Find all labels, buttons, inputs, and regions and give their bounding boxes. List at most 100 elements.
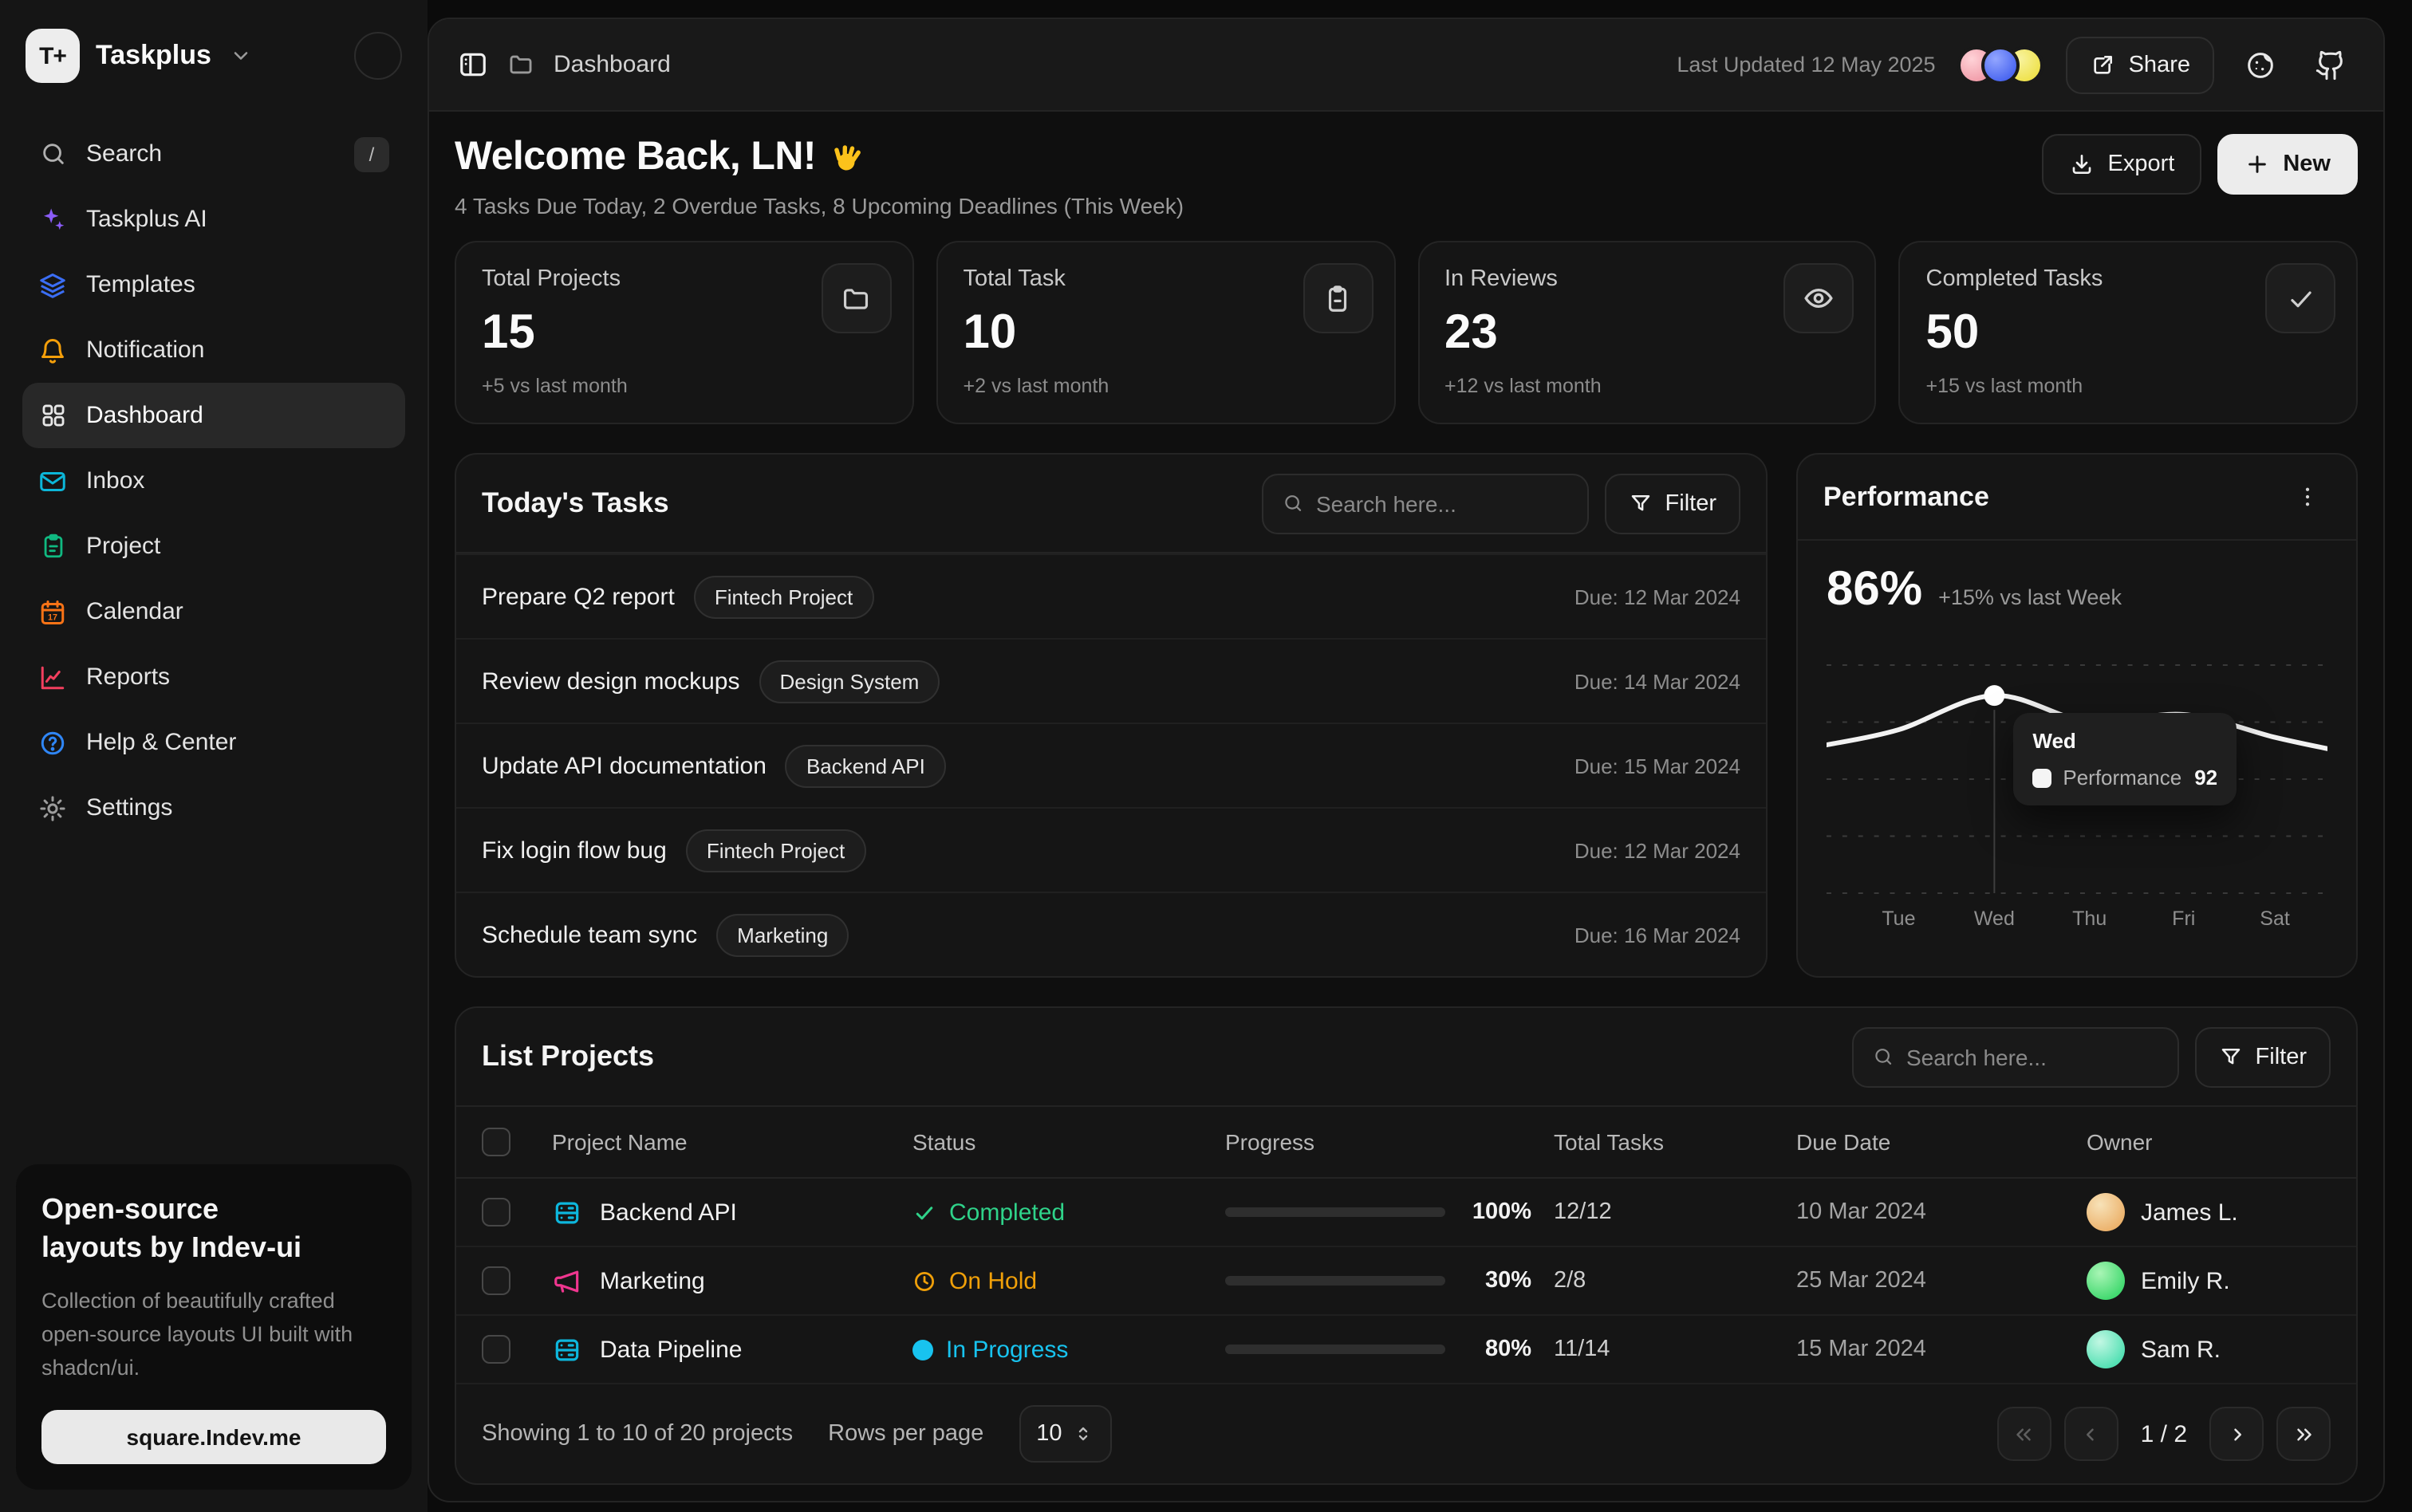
task-row[interactable]: Review design mockups Design System Due:… bbox=[456, 638, 1766, 723]
promo-link-button[interactable]: square.Indev.me bbox=[41, 1410, 386, 1464]
task-due: Due: 14 Mar 2024 bbox=[1574, 669, 1740, 693]
progress-cell: 100% bbox=[1225, 1199, 1554, 1225]
prev-page-button[interactable] bbox=[2063, 1407, 2118, 1461]
tasks-filter-button[interactable]: Filter bbox=[1604, 473, 1740, 534]
share-icon bbox=[2094, 55, 2113, 73]
calendar-icon: 17 bbox=[38, 597, 67, 626]
column-header[interactable]: Owner bbox=[2087, 1129, 2153, 1155]
x-axis-tick: Sat bbox=[2260, 908, 2290, 930]
sidebar: T+ Taskplus Search / Taskplus AI bbox=[0, 0, 428, 1512]
project-name: Backend API bbox=[600, 1199, 737, 1226]
stat-delta: +12 vs last month bbox=[1444, 375, 1602, 397]
share-button[interactable]: Share bbox=[2066, 36, 2214, 93]
task-row[interactable]: Prepare Q2 report Fintech Project Due: 1… bbox=[456, 553, 1766, 638]
column-header[interactable]: Total Tasks bbox=[1554, 1129, 1664, 1155]
row-checkbox[interactable] bbox=[482, 1335, 510, 1364]
sidebar-item-label: Inbox bbox=[86, 467, 145, 494]
tasks-search[interactable] bbox=[1261, 473, 1589, 534]
theme-toggle-button[interactable] bbox=[2237, 41, 2284, 89]
tasks-search-input[interactable] bbox=[1315, 490, 1568, 516]
sidebar-header: T+ Taskplus bbox=[22, 22, 405, 83]
sidebar-item-calendar[interactable]: 17 Calendar bbox=[22, 579, 405, 644]
promo-card: Open-source layouts by Indev-ui Collecti… bbox=[16, 1164, 412, 1490]
projects-search-input[interactable] bbox=[1906, 1044, 2158, 1069]
page-size-select[interactable]: 10 bbox=[1019, 1405, 1112, 1463]
owner-name: James L. bbox=[2141, 1199, 2238, 1226]
next-page-button[interactable] bbox=[2209, 1407, 2264, 1461]
task-due: Due: 15 Mar 2024 bbox=[1574, 754, 1740, 778]
task-row[interactable]: Fix login flow bug Fintech Project Due: … bbox=[456, 807, 1766, 892]
sidebar-item-help-center[interactable]: Help & Center bbox=[22, 710, 405, 775]
table-row[interactable]: Data Pipeline In Progress 80% 11/14 15 M… bbox=[456, 1316, 2356, 1384]
column-header[interactable]: Status bbox=[912, 1129, 976, 1155]
sidebar-item-notification[interactable]: Notification bbox=[22, 317, 405, 383]
stat-delta: +2 vs last month bbox=[963, 375, 1109, 397]
stat-value: 10 bbox=[963, 306, 1017, 359]
column-header[interactable]: Due Date bbox=[1796, 1129, 1891, 1155]
kebab-menu-icon[interactable] bbox=[2283, 473, 2331, 521]
progress-cell: 80% bbox=[1225, 1337, 1554, 1362]
stat-delta: +15 vs last month bbox=[1925, 375, 2083, 397]
search-icon bbox=[1874, 1049, 1891, 1065]
sidebar-item-inbox[interactable]: Inbox bbox=[22, 448, 405, 514]
stat-value: 50 bbox=[1925, 306, 1980, 359]
select-all-checkbox[interactable] bbox=[482, 1128, 510, 1156]
app-name: Taskplus bbox=[96, 40, 211, 70]
grid-icon bbox=[38, 401, 67, 430]
performance-chart: Wed Performance 92 Tue Wed Thu Fri Sat bbox=[1827, 656, 2327, 939]
sidebar-item-reports[interactable]: Reports bbox=[22, 644, 405, 710]
project-name: Marketing bbox=[600, 1267, 705, 1294]
clipboard-icon bbox=[38, 532, 67, 561]
sidebar-item-dashboard[interactable]: Dashboard bbox=[22, 383, 405, 448]
progress-cell: 30% bbox=[1225, 1268, 1554, 1293]
sidebar-item-project[interactable]: Project bbox=[22, 514, 405, 579]
due-date: 25 Mar 2024 bbox=[1796, 1268, 1926, 1293]
row-checkbox[interactable] bbox=[482, 1266, 510, 1295]
app-logo[interactable]: T+ bbox=[26, 29, 80, 83]
dashboard-content: Welcome Back, LN! 4 Tasks Due Today, 2 O… bbox=[429, 112, 2383, 1501]
chevron-left-icon bbox=[2087, 1427, 2095, 1440]
column-header[interactable]: Project Name bbox=[552, 1129, 688, 1155]
rows-per-page-label: Rows per page bbox=[828, 1421, 984, 1447]
table-row[interactable]: Marketing On Hold 30% 2/8 25 Mar 2024 bbox=[456, 1247, 2356, 1316]
total-tasks: 12/12 bbox=[1554, 1199, 1612, 1225]
new-button[interactable]: New bbox=[2217, 134, 2358, 195]
projects-filter-button[interactable]: Filter bbox=[2194, 1026, 2331, 1087]
github-button[interactable] bbox=[2307, 41, 2355, 89]
projects-search[interactable] bbox=[1851, 1026, 2179, 1087]
sparkles-icon bbox=[38, 205, 67, 234]
projects-title: List Projects bbox=[482, 1040, 655, 1072]
sidebar-item-label: Taskplus AI bbox=[86, 206, 207, 233]
project-name: Data Pipeline bbox=[600, 1336, 743, 1363]
chevron-down-icon[interactable] bbox=[231, 45, 253, 67]
tooltip-series: Performance bbox=[2063, 766, 2182, 789]
breadcrumb[interactable]: Dashboard bbox=[554, 51, 671, 78]
tooltip-day: Wed bbox=[2032, 729, 2076, 753]
sidebar-item-search[interactable]: Search / bbox=[22, 121, 405, 187]
middle-row: Today's Tasks Filter Prepare Q2 r bbox=[455, 453, 2358, 978]
sidebar-item-templates[interactable]: Templates bbox=[22, 252, 405, 317]
task-tag: Marketing bbox=[716, 913, 849, 956]
table-row[interactable]: Backend API Completed 100% 12/12 10 Mar … bbox=[456, 1179, 2356, 1247]
first-page-button[interactable] bbox=[1996, 1407, 2051, 1461]
sidebar-toggle-icon[interactable] bbox=[458, 49, 488, 80]
search-icon bbox=[38, 140, 67, 168]
avatar bbox=[2087, 1193, 2125, 1231]
column-header[interactable]: Progress bbox=[1225, 1129, 1315, 1155]
sidebar-item-taskplus-ai[interactable]: Taskplus AI bbox=[22, 187, 405, 252]
user-avatar[interactable] bbox=[354, 32, 402, 80]
sidebar-nav: Search / Taskplus AI Templates Notif bbox=[22, 121, 405, 841]
sidebar-item-settings[interactable]: Settings bbox=[22, 775, 405, 841]
bell-icon bbox=[38, 336, 67, 364]
x-axis-labels: Tue Wed Thu Fri Sat bbox=[1827, 908, 2327, 939]
sidebar-item-label: Settings bbox=[86, 794, 173, 821]
folder-icon bbox=[507, 51, 534, 78]
task-row[interactable]: Schedule team sync Marketing Due: 16 Mar… bbox=[456, 892, 1766, 976]
topbar: Dashboard Last Updated 12 May 2025 Share bbox=[429, 19, 2383, 112]
row-checkbox[interactable] bbox=[482, 1198, 510, 1227]
task-tag: Fintech Project bbox=[685, 829, 866, 872]
collaborator-avatars[interactable] bbox=[1957, 45, 2044, 84]
last-page-button[interactable] bbox=[2276, 1407, 2331, 1461]
task-row[interactable]: Update API documentation Backend API Due… bbox=[456, 723, 1766, 807]
export-button[interactable]: Export bbox=[2042, 134, 2202, 195]
